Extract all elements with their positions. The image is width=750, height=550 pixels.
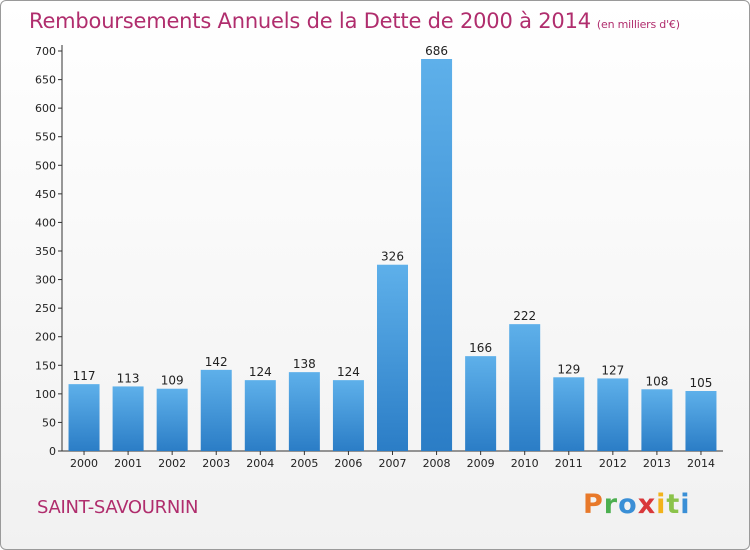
bar-value-label: 686 <box>425 44 448 58</box>
bar <box>377 264 408 451</box>
bar <box>68 384 100 451</box>
commune-name: SAINT-SAVOURNIN <box>37 497 199 518</box>
bar <box>509 324 541 451</box>
bar-value-label: 105 <box>690 376 713 390</box>
logo-letter: o <box>618 489 638 520</box>
bar <box>421 59 453 451</box>
x-tick-label: 2001 <box>114 457 142 470</box>
bar <box>200 369 232 451</box>
y-tick-label: 0 <box>49 445 56 458</box>
x-tick-label: 2012 <box>599 457 627 470</box>
y-tick-label: 450 <box>35 188 56 201</box>
logo-letter: x <box>637 489 657 520</box>
y-tick-label: 150 <box>35 359 56 372</box>
x-tick-label: 2007 <box>379 457 407 470</box>
bar-value-label: 142 <box>205 355 228 369</box>
chart-title-text: Remboursements Annuels de la Dette de 20… <box>29 9 591 33</box>
bar <box>244 380 276 451</box>
x-tick-label: 2009 <box>467 457 495 470</box>
bar <box>156 388 188 451</box>
bar-value-label: 222 <box>513 309 536 323</box>
logo-letter: i <box>656 489 667 520</box>
logo-letter: r <box>603 489 619 520</box>
bar-value-label: 109 <box>161 374 184 388</box>
x-tick-label: 2011 <box>555 457 583 470</box>
chart-title: Remboursements Annuels de la Dette de 20… <box>29 9 680 33</box>
y-tick-label: 300 <box>35 274 56 287</box>
x-tick-label: 2002 <box>158 457 186 470</box>
y-tick-label: 650 <box>35 74 56 87</box>
bar <box>553 377 585 451</box>
logo-letter: t <box>666 489 681 520</box>
bar-value-label: 166 <box>469 341 492 355</box>
y-tick-label: 550 <box>35 131 56 144</box>
bar <box>685 391 717 451</box>
y-tick-label: 500 <box>35 159 56 172</box>
y-tick-label: 700 <box>35 45 56 58</box>
bar <box>465 356 497 451</box>
bar-value-label: 129 <box>557 362 580 376</box>
logo-letter: i <box>680 489 691 520</box>
x-tick-label: 2005 <box>290 457 318 470</box>
bar-value-label: 326 <box>381 250 404 264</box>
proxiti-logo: Proxiti <box>583 489 691 520</box>
bar <box>288 372 320 451</box>
bar-value-label: 124 <box>249 365 272 379</box>
x-tick-label: 2010 <box>511 457 539 470</box>
y-tick-label: 400 <box>35 216 56 229</box>
y-tick-label: 250 <box>35 302 56 315</box>
bar-value-label: 108 <box>645 374 668 388</box>
x-tick-label: 2013 <box>643 457 671 470</box>
x-tick-label: 2003 <box>202 457 230 470</box>
bar-value-label: 127 <box>601 363 624 377</box>
x-tick-label: 2006 <box>334 457 362 470</box>
x-tick-label: 2004 <box>246 457 274 470</box>
x-tick-label: 2008 <box>423 457 451 470</box>
y-tick-label: 100 <box>35 388 56 401</box>
bar-value-label: 113 <box>117 371 140 385</box>
bar <box>332 380 364 451</box>
bar <box>112 386 144 451</box>
y-tick-label: 600 <box>35 102 56 115</box>
bar-value-label: 117 <box>73 369 96 383</box>
y-tick-label: 200 <box>35 331 56 344</box>
y-tick-label: 50 <box>42 416 56 429</box>
bar <box>597 378 629 451</box>
bar-value-label: 138 <box>293 357 316 371</box>
bar-value-label: 124 <box>337 365 360 379</box>
x-tick-label: 2014 <box>687 457 715 470</box>
y-tick-label: 350 <box>35 245 56 258</box>
x-tick-label: 2000 <box>70 457 98 470</box>
chart-title-unit: (en milliers d'€) <box>596 18 680 31</box>
bar <box>641 389 673 451</box>
logo-letter: P <box>583 489 604 520</box>
